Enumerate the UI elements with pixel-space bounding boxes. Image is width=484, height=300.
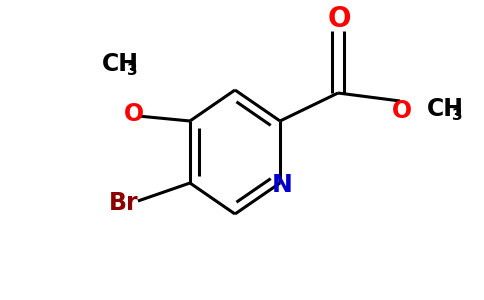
- Text: CH: CH: [102, 52, 138, 76]
- Text: 3: 3: [127, 63, 137, 78]
- Text: O: O: [392, 99, 412, 123]
- Text: O: O: [327, 5, 351, 33]
- Text: CH: CH: [426, 97, 464, 121]
- Text: N: N: [272, 173, 292, 197]
- Text: Br: Br: [109, 191, 139, 215]
- Text: O: O: [124, 102, 144, 126]
- Text: 3: 3: [452, 108, 463, 123]
